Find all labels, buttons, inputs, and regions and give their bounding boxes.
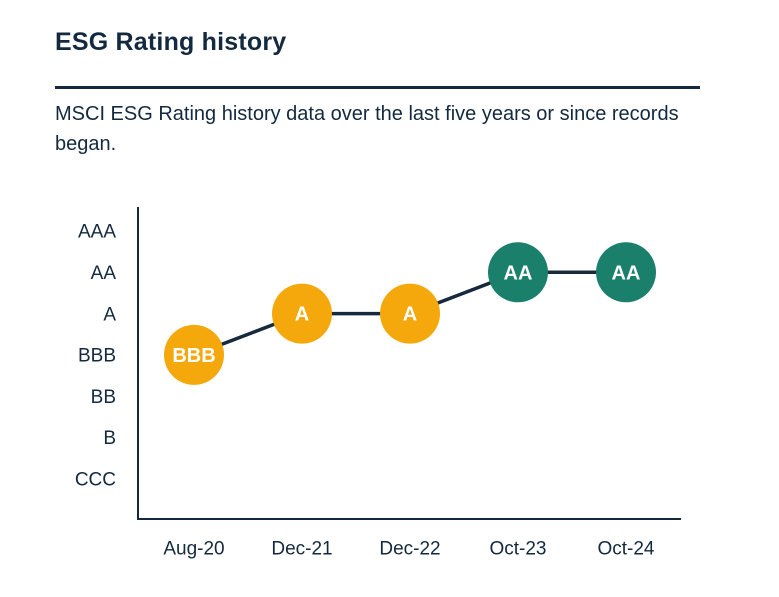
y-axis-label: B (103, 428, 116, 449)
y-axis-label: AAA (78, 222, 116, 243)
rating-point-label: A (295, 304, 309, 326)
y-axis-label: A (103, 304, 116, 325)
page-subtitle: MSCI ESG Rating history data over the la… (55, 103, 679, 155)
rating-point-label: BBB (172, 345, 215, 367)
title-divider (55, 86, 700, 89)
x-axis-label: Dec-22 (379, 539, 440, 560)
rating-point (380, 283, 440, 344)
y-axis-label: BB (91, 387, 116, 408)
page-title: ESG Rating history (55, 28, 287, 56)
rating-point (272, 283, 332, 344)
y-axis-label: BBB (78, 346, 116, 367)
x-axis-label: Aug-20 (163, 539, 224, 560)
x-axis-label: Dec-21 (271, 539, 332, 560)
rating-point-label: AA (612, 262, 641, 284)
x-axis-label: Oct-24 (597, 539, 654, 560)
rating-point-label: AA (504, 262, 533, 284)
rating-point-label: A (403, 304, 417, 326)
rating-point (596, 242, 656, 303)
x-axis-label: Oct-23 (489, 539, 546, 560)
rating-point (488, 242, 548, 303)
y-axis-label: CCC (75, 469, 116, 490)
rating-point (164, 324, 224, 385)
y-axis-label: AA (91, 263, 117, 284)
